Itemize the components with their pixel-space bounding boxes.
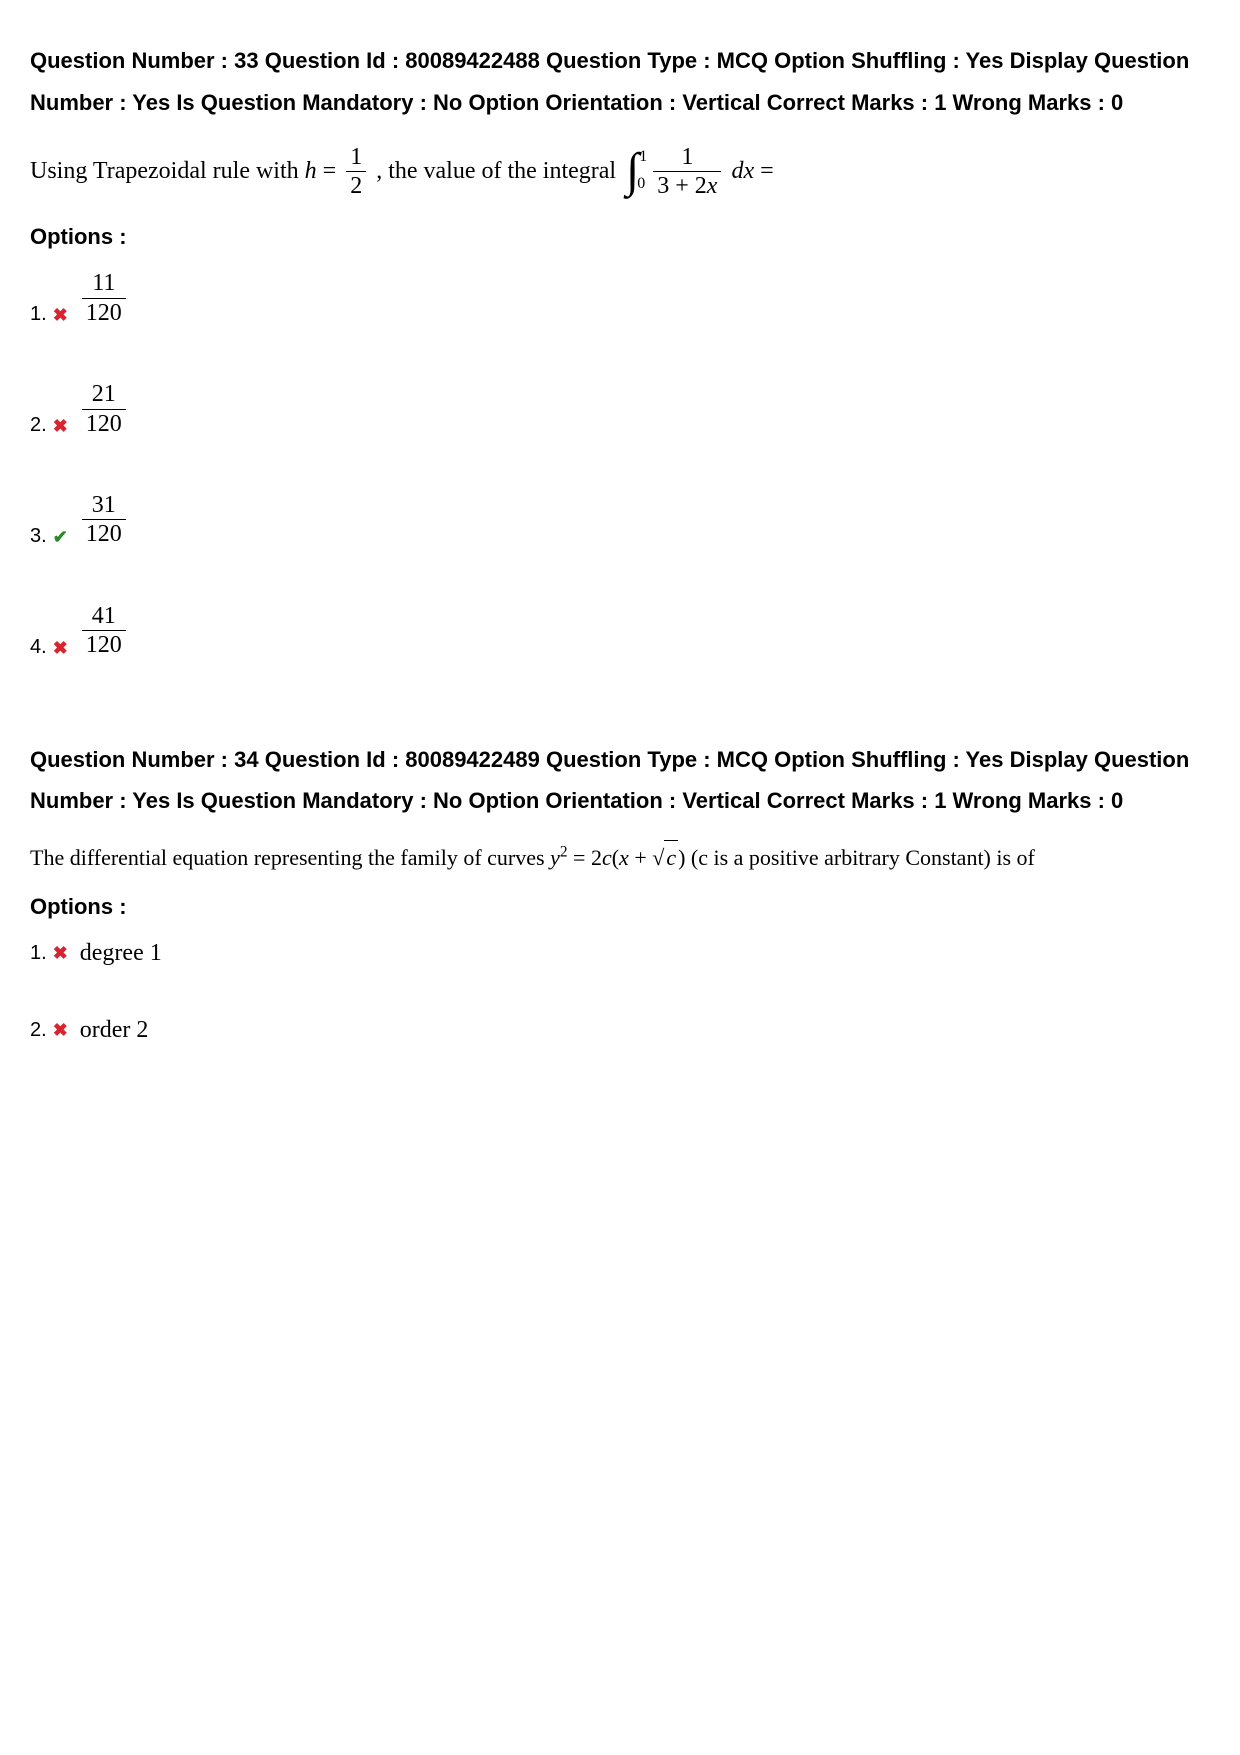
options-label: Options : — [30, 894, 1210, 920]
option-row: 4. ✖ 41120 — [30, 603, 1210, 659]
variable-h: h — [305, 158, 317, 185]
equals: = 2 — [573, 845, 602, 870]
option-number: 4. — [30, 636, 47, 659]
option-fraction: 11120 — [82, 270, 126, 326]
question-text: Using Trapezoidal rule with h = 1 2 , th… — [30, 144, 1210, 200]
denominator: 120 — [82, 298, 126, 326]
cross-icon: ✖ — [53, 1020, 68, 1041]
text-segment: , the value of the integral — [376, 158, 616, 185]
option-number: 1. — [30, 303, 47, 326]
numerator: 1 — [677, 144, 697, 171]
cross-icon: ✖ — [53, 943, 68, 964]
option-fraction: 21120 — [82, 381, 126, 437]
paren: ( — [612, 845, 619, 870]
option-row: 3. ✔ 31120 — [30, 492, 1210, 548]
denominator: 120 — [82, 630, 126, 658]
question-meta: Question Number : 34 Question Id : 80089… — [30, 739, 1210, 823]
text-segment: Using Trapezoidal rule with — [30, 158, 299, 185]
integral-upper: 1 — [639, 148, 647, 166]
cross-icon: ✖ — [53, 638, 68, 659]
question-34: Question Number : 34 Question Id : 80089… — [30, 739, 1210, 1045]
cross-icon: ✖ — [53, 416, 68, 437]
sqrt: √c — [652, 840, 678, 874]
option-number: 1. — [30, 942, 47, 965]
options-label: Options : — [30, 224, 1210, 250]
exponent: 2 — [560, 844, 568, 861]
numerator: 41 — [88, 603, 120, 630]
numerator: 31 — [88, 492, 120, 519]
denominator: 120 — [82, 409, 126, 437]
dx: dx — [731, 158, 754, 185]
integrand-fraction: 1 3 + 2x — [653, 144, 721, 200]
plus: + — [629, 845, 652, 870]
integral-lower: 0 — [637, 175, 645, 193]
denominator: 3 + 2x — [653, 171, 721, 199]
text-segment: The differential equation representing t… — [30, 845, 550, 870]
question-meta: Question Number : 33 Question Id : 80089… — [30, 40, 1210, 124]
question-33: Question Number : 33 Question Id : 80089… — [30, 40, 1210, 659]
option-fraction: 41120 — [82, 603, 126, 659]
numerator: 1 — [346, 144, 366, 171]
options-list: 1.✖111202.✖211203.✔311204.✖41120 — [30, 270, 1210, 658]
option-text: order 2 — [74, 1017, 149, 1044]
equals: = — [323, 158, 337, 185]
variable-y: y — [550, 845, 560, 870]
question-text: The differential equation representing t… — [30, 840, 1210, 874]
option-number: 3. — [30, 525, 47, 548]
equals: = — [760, 158, 774, 185]
cross-icon: ✖ — [53, 305, 68, 326]
option-fraction: 31120 — [82, 492, 126, 548]
paren: ) — [678, 845, 685, 870]
variable-c: c — [602, 845, 612, 870]
options-list: 1. ✖ degree 1 2. ✖ order 2 — [30, 940, 1210, 1044]
denominator: 2 — [346, 171, 366, 199]
option-text: degree 1 — [74, 940, 162, 967]
option-row: 2. ✖ order 2 — [30, 1017, 1210, 1044]
integral: ∫ 1 0 — [626, 152, 639, 190]
denominator: 120 — [82, 519, 126, 547]
option-row: 1. ✖ 11120 — [30, 270, 1210, 326]
text-segment: (c is a positive arbitrary Constant) is … — [691, 845, 1035, 870]
option-row: 2. ✖ 21120 — [30, 381, 1210, 437]
numerator: 11 — [88, 270, 119, 297]
variable-x: x — [619, 845, 629, 870]
check-icon: ✔ — [53, 527, 68, 548]
option-number: 2. — [30, 414, 47, 437]
numerator: 21 — [88, 381, 120, 408]
fraction-h: 1 2 — [346, 144, 366, 200]
option-number: 2. — [30, 1019, 47, 1042]
option-row: 1. ✖ degree 1 — [30, 940, 1210, 967]
